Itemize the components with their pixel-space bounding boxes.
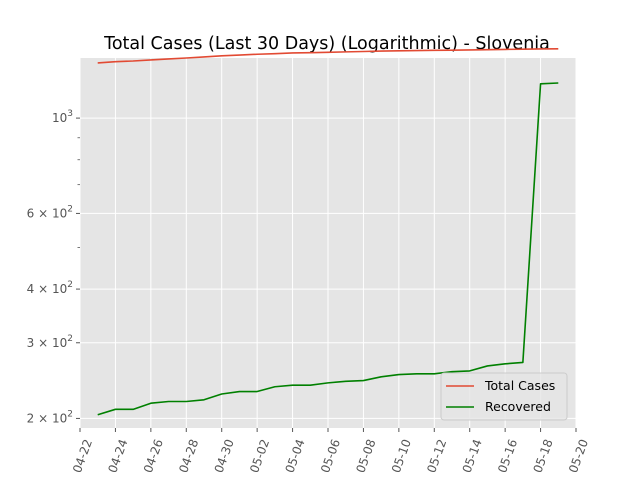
y-tick-label: 3 × 102 xyxy=(27,334,73,350)
y-tick-ten: 10 xyxy=(52,111,67,125)
y-tick-exponent: 3 xyxy=(67,109,73,119)
x-tick-label: 05-08 xyxy=(353,437,378,475)
chart-title: Total Cases (Last 30 Days) (Logarithmic)… xyxy=(103,34,550,54)
y-tick-label: 6 × 102 xyxy=(27,204,73,220)
x-tick-label: 05-18 xyxy=(531,437,556,475)
x-tick-label: 05-04 xyxy=(283,437,308,475)
series-line-recovered xyxy=(97,82,559,416)
x-tick-label: 05-16 xyxy=(495,437,520,475)
x-tick-label: 05-14 xyxy=(460,437,485,475)
x-axis: 04-22 04-24 04-26 04-28 04-30 05-02 05-04 05-06… xyxy=(70,428,591,475)
x-tick-label: 04-24 xyxy=(105,437,130,475)
y-tick-label: 2 × 102 xyxy=(27,409,73,425)
y-tick-exponent: 2 xyxy=(67,409,73,419)
y-tick-times: × 10 xyxy=(34,206,67,220)
x-tick-label: 05-10 xyxy=(389,437,414,475)
y-tick-base: 3 xyxy=(27,336,35,350)
legend-box xyxy=(440,372,568,421)
x-tick-label: 04-26 xyxy=(141,437,166,475)
x-tick-label: 05-20 xyxy=(566,437,591,475)
y-tick-times: × 10 xyxy=(34,411,67,425)
y-tick-exponent: 2 xyxy=(67,280,73,290)
legend-label-total-cases: Total Cases xyxy=(484,378,555,393)
x-tick-label: 04-22 xyxy=(70,437,95,475)
y-tick-exponent: 2 xyxy=(67,204,73,214)
x-tick-label: 05-02 xyxy=(247,437,272,475)
x-tick-label: 04-30 xyxy=(212,437,237,475)
legend: Total Cases Recovered xyxy=(440,372,568,421)
y-tick-base: 6 xyxy=(27,206,35,220)
series-line-total-cases xyxy=(97,47,559,64)
grid xyxy=(79,58,577,428)
legend-label-recovered: Recovered xyxy=(485,399,551,414)
y-tick-times: × 10 xyxy=(34,282,67,296)
x-tick-label: 05-12 xyxy=(424,437,449,475)
series-layer xyxy=(97,47,559,416)
y-tick-exponent: 2 xyxy=(67,334,73,344)
y-tick-times: × 10 xyxy=(34,336,67,350)
y-tick-label: 103 xyxy=(52,109,73,125)
y-tick-label: 4 × 102 xyxy=(27,280,73,296)
y-tick-base: 4 xyxy=(27,282,35,296)
x-tick-label: 04-28 xyxy=(176,437,201,475)
x-tick-label: 05-06 xyxy=(318,437,343,475)
y-tick-base: 2 xyxy=(27,411,35,425)
